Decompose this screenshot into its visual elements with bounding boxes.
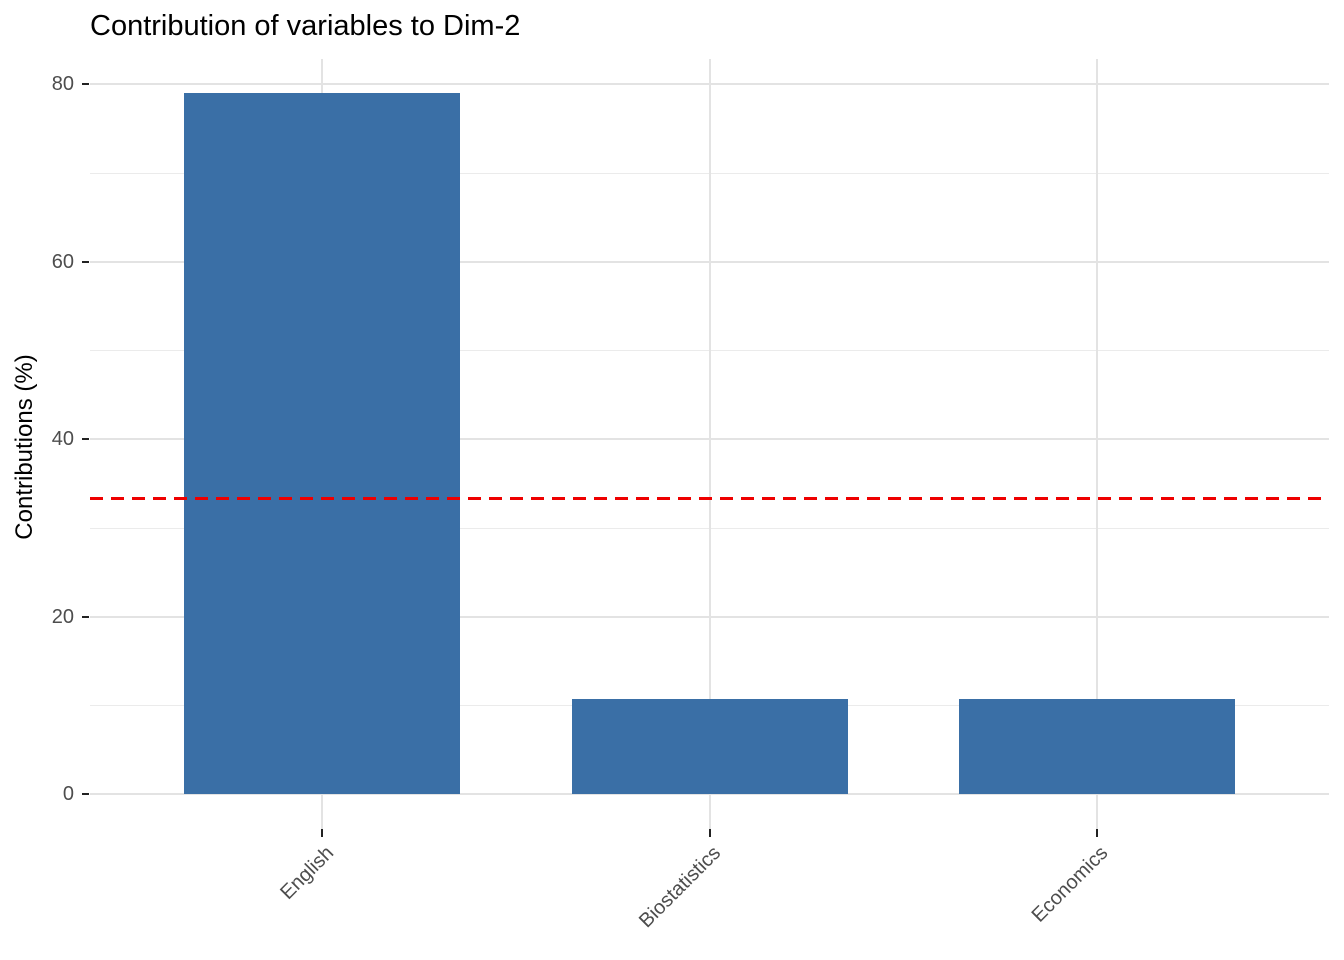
reference-line: [90, 497, 1329, 501]
y-axis-tick: [82, 260, 89, 263]
x-tick-label: Economics: [1027, 842, 1113, 927]
y-tick-label: 40: [51, 428, 74, 450]
plot-panel: [90, 59, 1329, 829]
y-axis-tick: [82, 438, 89, 440]
y-axis-tick: [82, 793, 89, 795]
chart-title: Contribution of variables to Dim-2: [90, 10, 521, 42]
gridline-x-major: [1095, 59, 1098, 829]
x-axis-tick: [321, 829, 324, 837]
y-tick-label: 80: [51, 73, 74, 95]
x-axis-tick: [708, 829, 711, 837]
y-tick-label: 0: [62, 783, 74, 805]
gridline-x-major: [708, 59, 711, 829]
y-axis-tick: [82, 615, 89, 618]
bar-economics: [958, 699, 1235, 794]
y-tick-label: 20: [51, 605, 74, 628]
x-tick-label: Biostatistics: [634, 842, 726, 933]
y-axis-tick: [82, 83, 89, 85]
y-tick-label: 60: [51, 250, 74, 273]
x-axis-tick: [1095, 829, 1098, 837]
bar-biostatistics: [571, 699, 848, 794]
x-tick-label: English: [275, 842, 338, 904]
bar-english: [184, 92, 461, 794]
